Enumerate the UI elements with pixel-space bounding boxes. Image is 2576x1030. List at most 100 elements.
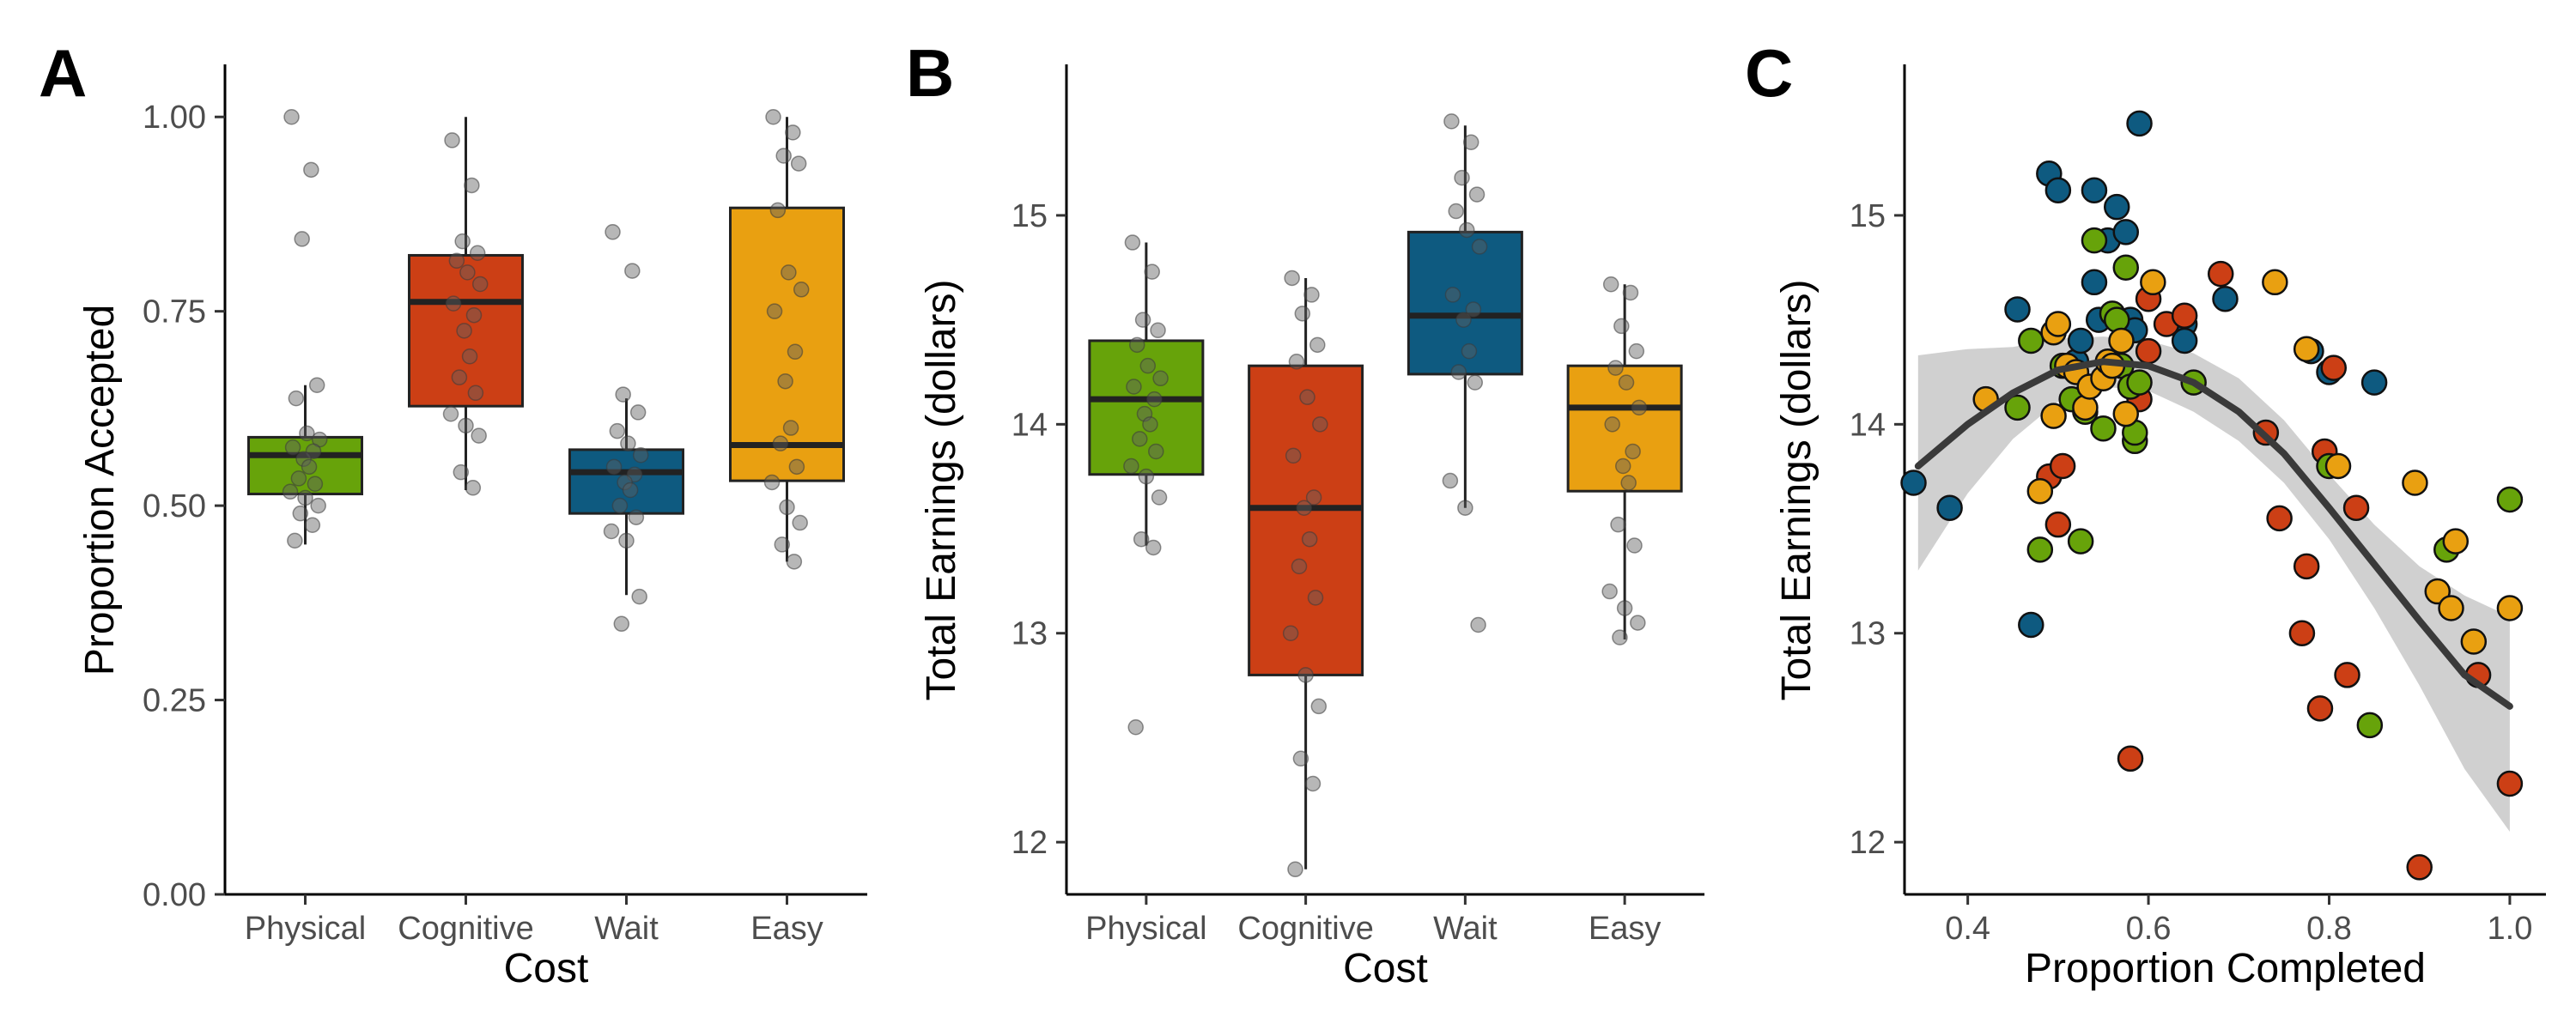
jitter-point xyxy=(775,148,792,164)
scatter-point-cognitive xyxy=(2171,302,2198,330)
jitter-point xyxy=(1127,719,1144,736)
scatter-point-physical xyxy=(2090,415,2117,442)
jitter-point xyxy=(1138,468,1155,485)
jitter-point xyxy=(792,514,808,531)
scatter-point-easy xyxy=(2262,269,2288,296)
jitter-point xyxy=(465,480,482,496)
scatter-point-cognitive xyxy=(2496,770,2524,797)
scatter-point-cognitive xyxy=(2288,620,2316,646)
jitter-point xyxy=(1628,342,1645,360)
jitter-point xyxy=(308,377,325,393)
jitter-point xyxy=(299,425,315,442)
jitter-point xyxy=(1146,391,1163,408)
jitter-point xyxy=(788,458,805,476)
scatter-point-easy xyxy=(2112,400,2140,427)
scatter-point-cognitive xyxy=(2342,494,2370,521)
y-tick-label: 13 xyxy=(1012,616,1048,652)
scatter-point-cognitive xyxy=(2320,354,2348,381)
jitter-point xyxy=(1604,416,1620,433)
scatter-point-easy xyxy=(2496,595,2524,621)
jitter-point xyxy=(1610,516,1626,533)
panel-letter: B xyxy=(906,35,954,111)
box-easy xyxy=(1566,364,1683,493)
x-tick-label: 0.6 xyxy=(2126,911,2172,947)
jitter-point xyxy=(782,420,799,436)
jitter-point xyxy=(1457,500,1473,516)
jitter-point xyxy=(1312,416,1328,433)
scatter-point-cognitive xyxy=(2266,505,2293,532)
scatter-point-wait xyxy=(2081,177,2108,203)
jitter-point xyxy=(1631,399,1648,416)
x-axis-title: Cost xyxy=(504,946,589,991)
jitter-point xyxy=(1614,457,1631,475)
jitter-point xyxy=(454,233,471,250)
jitter-point xyxy=(1123,457,1139,475)
jitter-point xyxy=(611,497,629,514)
scatter-point-easy xyxy=(2040,403,2067,429)
y-tick-label: 1.00 xyxy=(143,100,206,136)
jitter-point xyxy=(1288,354,1305,370)
jitter-point xyxy=(605,458,623,476)
scatter-point-easy xyxy=(2044,311,2072,337)
scatter-point-wait xyxy=(2360,369,2388,396)
scatter-point-physical xyxy=(2496,486,2524,513)
box-wait xyxy=(1406,230,1523,376)
panel-b: B 12 13 14 15 Physical Cognitive Wait Easy Cost To… xyxy=(906,35,1704,991)
x-tick-label: Cognitive xyxy=(1237,911,1373,947)
jitter-point xyxy=(790,155,807,172)
jitter-point xyxy=(1443,113,1460,130)
scatter-point-cognitive xyxy=(2117,745,2144,772)
jitter-point xyxy=(282,483,299,500)
x-tick-label: Easy xyxy=(1589,911,1661,947)
jitter-point xyxy=(442,405,459,422)
jitter-point xyxy=(1618,374,1635,391)
scatter-point-easy xyxy=(2293,336,2320,362)
jitter-point xyxy=(615,386,631,403)
jitter-point xyxy=(1126,379,1142,395)
jitter-point xyxy=(1467,374,1484,391)
jitter-point xyxy=(1284,270,1300,287)
scatter-point-physical xyxy=(2126,369,2153,396)
scatter-point-wait xyxy=(2018,611,2044,639)
jitter-point xyxy=(458,417,474,434)
jitter-point xyxy=(292,505,309,522)
scatter-point-physical xyxy=(2004,394,2031,421)
box-cognitive xyxy=(1248,364,1364,676)
jitter-point xyxy=(622,482,639,499)
jitter-point xyxy=(1304,775,1321,792)
jitter-point xyxy=(1602,276,1619,293)
jitter-point xyxy=(1133,530,1150,548)
scatter-point-wait xyxy=(2067,327,2094,354)
scatter-point-easy xyxy=(2460,628,2488,655)
jitter-point xyxy=(605,224,621,240)
scatter-point-easy xyxy=(2108,327,2135,354)
jitter-point xyxy=(471,427,487,444)
jitter-point xyxy=(769,202,787,219)
jitter-point xyxy=(1607,360,1624,376)
y-tick-label: 14 xyxy=(1012,407,1048,443)
x-tick-label: 1.0 xyxy=(2488,911,2533,947)
jitter-point xyxy=(445,295,462,312)
scatter-point-easy xyxy=(2402,470,2428,496)
jitter-point xyxy=(1132,431,1148,447)
jitter-point xyxy=(1442,472,1459,489)
jitter-point xyxy=(284,439,301,456)
y-tick-label: 0.75 xyxy=(143,294,206,330)
jitter-point xyxy=(618,532,635,549)
jitter-point xyxy=(1139,357,1157,374)
y-tick-label: 0.50 xyxy=(143,488,206,524)
scatter-point-cognitive xyxy=(2049,452,2076,480)
jitter-point xyxy=(774,536,791,553)
jitter-point xyxy=(1459,221,1475,239)
jitter-point xyxy=(1612,629,1628,645)
scatter-point-physical xyxy=(2067,528,2094,554)
y-tick-label: 0.00 xyxy=(143,877,206,913)
x-tick-label: Cognitive xyxy=(398,911,533,947)
jitter-point xyxy=(1625,443,1641,460)
x-axis-title: Cost xyxy=(1343,946,1428,991)
jitter-point xyxy=(765,108,781,125)
x-tick-label: 0.8 xyxy=(2306,911,2352,947)
scatter-point-wait xyxy=(2112,219,2140,245)
jitter-point xyxy=(1622,284,1639,301)
